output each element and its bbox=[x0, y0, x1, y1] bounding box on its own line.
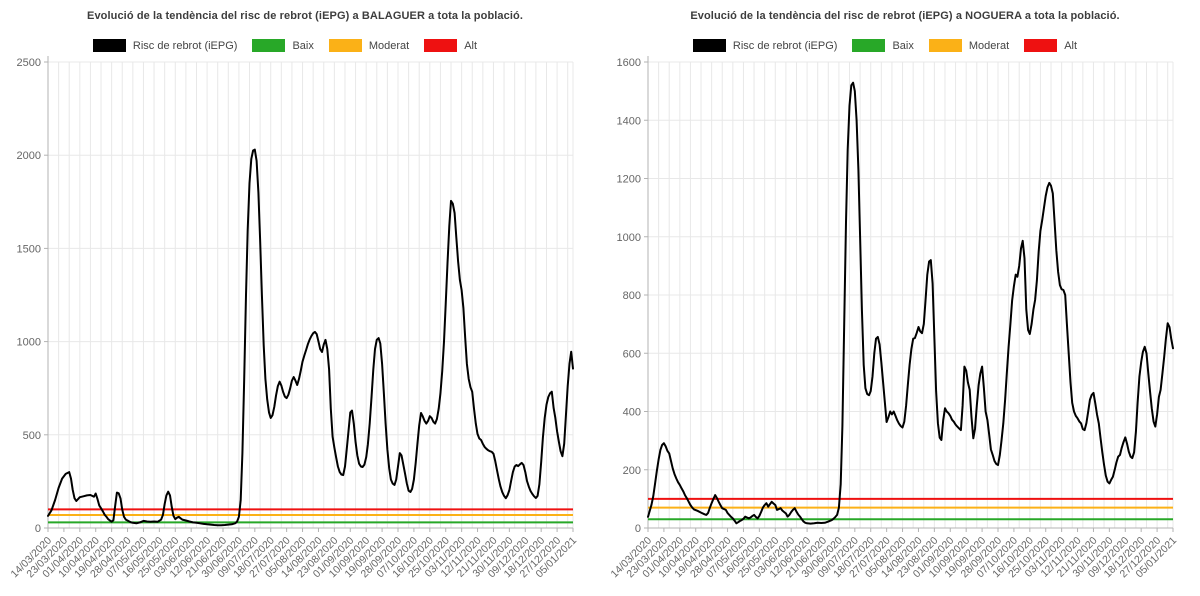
y-tick-label: 500 bbox=[23, 430, 41, 442]
risk-series-line bbox=[647, 81, 1174, 525]
legend-swatch bbox=[1024, 39, 1058, 52]
legend-noguera: Risc de rebrot (iEPG) Baix Moderat Alt bbox=[600, 39, 1170, 52]
legend-label: Alt bbox=[1064, 39, 1078, 52]
y-tick-label: 2000 bbox=[17, 150, 41, 162]
legend-label: Risc de rebrot (iEPG) bbox=[732, 39, 838, 52]
legend-swatch bbox=[252, 39, 286, 52]
legend-label: Baix bbox=[292, 39, 314, 52]
legend-label: Alt bbox=[464, 39, 478, 52]
legend-swatch bbox=[928, 39, 962, 52]
plot-svg: 0500100015002000250014/03/202023/03/2020… bbox=[8, 56, 579, 580]
y-tick-label: 1000 bbox=[617, 232, 641, 244]
legend-item: Alt bbox=[1024, 39, 1077, 52]
legend-item: Risc de rebrot (iEPG) bbox=[92, 39, 238, 52]
chart-title-balaguer: Evolució de la tendència del risc de reb… bbox=[87, 10, 523, 22]
legend-item: Moderat bbox=[328, 39, 410, 52]
legend-label: Baix bbox=[892, 39, 914, 52]
plot-area-balaguer: 0 500 1000 1500 2000 2500 14/03/2020 23/03/2020… bbox=[8, 56, 579, 580]
y-tick-label: 1400 bbox=[617, 115, 641, 127]
y-tick-label: 1600 bbox=[617, 57, 641, 69]
legend-swatch bbox=[92, 39, 126, 52]
y-tick-label: 0 bbox=[35, 523, 41, 535]
plot-area-noguera: 0 200 400 600 800 1000 1200 1400 1600 14/03/2020 2… bbox=[600, 0, 1200, 596]
legend-label: Moderat bbox=[368, 39, 410, 52]
y-tick-label: 400 bbox=[623, 407, 641, 419]
chart-balaguer: Evolució de la tendència del risc de reb… bbox=[0, 10, 579, 580]
y-tick-label: 800 bbox=[623, 290, 641, 302]
plot-svg: 0200400600800100012001400160014/03/20202… bbox=[608, 56, 1179, 580]
y-tick-label: 2500 bbox=[17, 57, 41, 69]
legend-swatch bbox=[424, 39, 458, 52]
y-tick-label: 1000 bbox=[17, 337, 41, 349]
legend-item: Baix bbox=[252, 39, 314, 52]
y-tick-label: 1200 bbox=[617, 174, 641, 186]
legend-item: Alt bbox=[424, 39, 477, 52]
y-tick-label: 0 bbox=[635, 523, 641, 535]
risk-series-line bbox=[47, 148, 574, 527]
y-tick-label: 600 bbox=[623, 348, 641, 360]
legend-swatch bbox=[852, 39, 886, 52]
legend-swatch bbox=[692, 39, 726, 52]
y-tick-label: 1500 bbox=[17, 243, 41, 255]
chart-noguera: Evolució de la tendència del risc de reb… bbox=[600, 0, 1200, 596]
y-tick-label: 200 bbox=[623, 465, 641, 477]
legend-balaguer: Risc de rebrot (iEPG) Baix Moderat Alt bbox=[0, 39, 570, 52]
legend-swatch bbox=[328, 39, 362, 52]
legend-item: Risc de rebrot (iEPG) bbox=[692, 39, 838, 52]
legend-item: Moderat bbox=[928, 39, 1010, 52]
legend-item: Baix bbox=[852, 39, 914, 52]
legend-label: Risc de rebrot (iEPG) bbox=[132, 39, 238, 52]
chart-title-noguera: Evolució de la tendència del risc de reb… bbox=[690, 10, 1120, 22]
legend-label: Moderat bbox=[968, 39, 1010, 52]
